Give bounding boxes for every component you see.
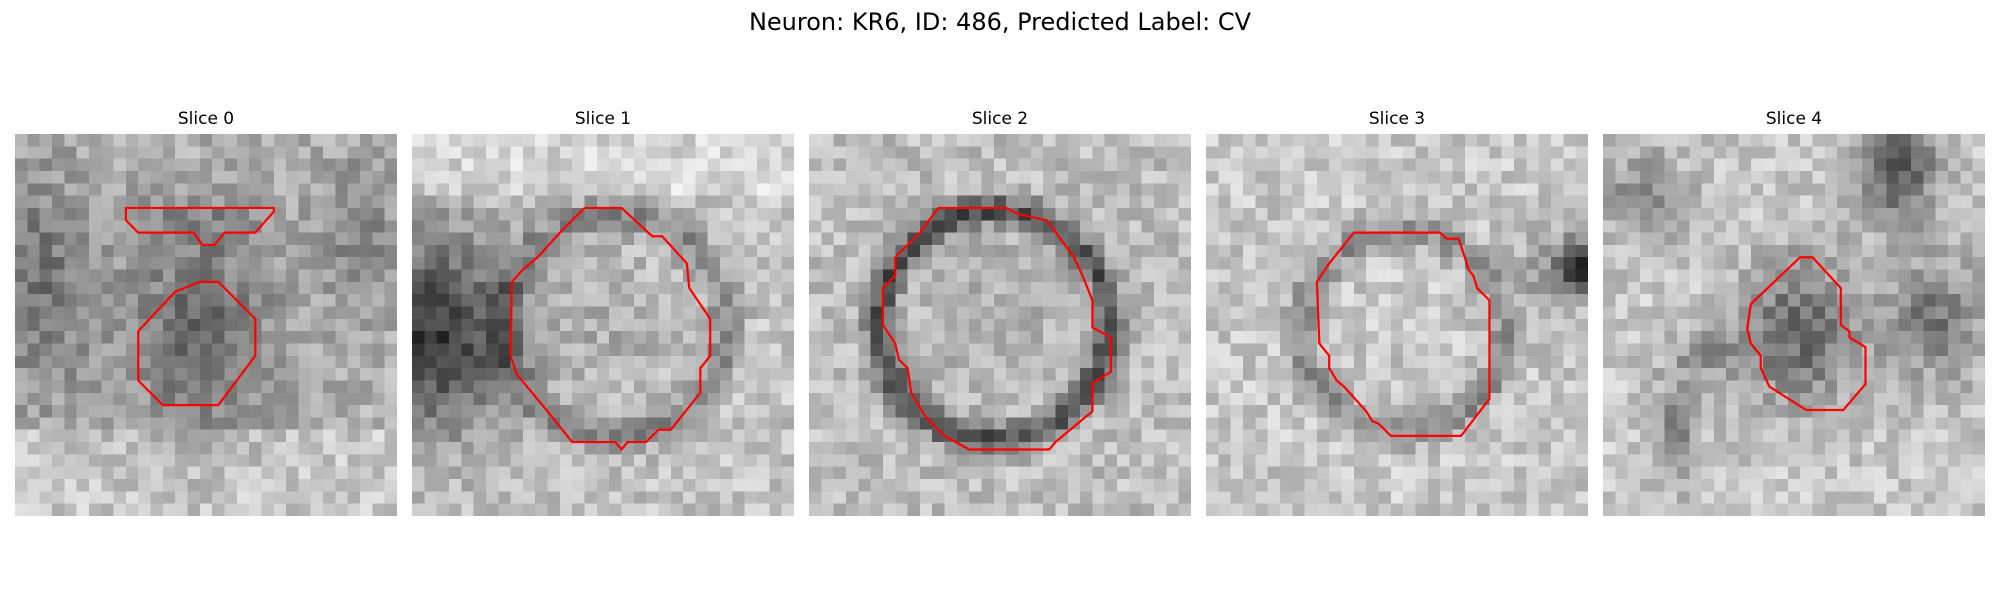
slice-pixels-0 — [15, 134, 397, 516]
slice-title-3: Slice 3 — [1368, 109, 1426, 129]
slice-image-3 — [1206, 134, 1588, 516]
slice-title-0: Slice 0 — [177, 109, 235, 129]
segmentation-contour-4 — [1746, 256, 1867, 412]
slice-image-2 — [809, 134, 1191, 516]
slice-title-4: Slice 4 — [1765, 109, 1823, 129]
segmentation-contour-0 — [124, 206, 275, 407]
segmentation-contour-1 — [509, 206, 712, 452]
slice-title-1: Slice 1 — [574, 109, 632, 129]
slice-title-2: Slice 2 — [971, 109, 1029, 129]
slice-image-0 — [15, 134, 397, 516]
slice-image-1 — [412, 134, 794, 516]
segmentation-contour-3 — [1315, 231, 1491, 438]
segmentation-contour-2 — [881, 206, 1113, 451]
slice-pixels-3 — [1206, 134, 1588, 516]
slice-pixels-4 — [1603, 134, 1985, 516]
slice-pixels-2 — [809, 134, 1191, 516]
slice-pixels-1 — [412, 134, 794, 516]
slice-image-4 — [1603, 134, 1985, 516]
figure-title: Neuron: KR6, ID: 486, Predicted Label: C… — [748, 8, 1252, 36]
